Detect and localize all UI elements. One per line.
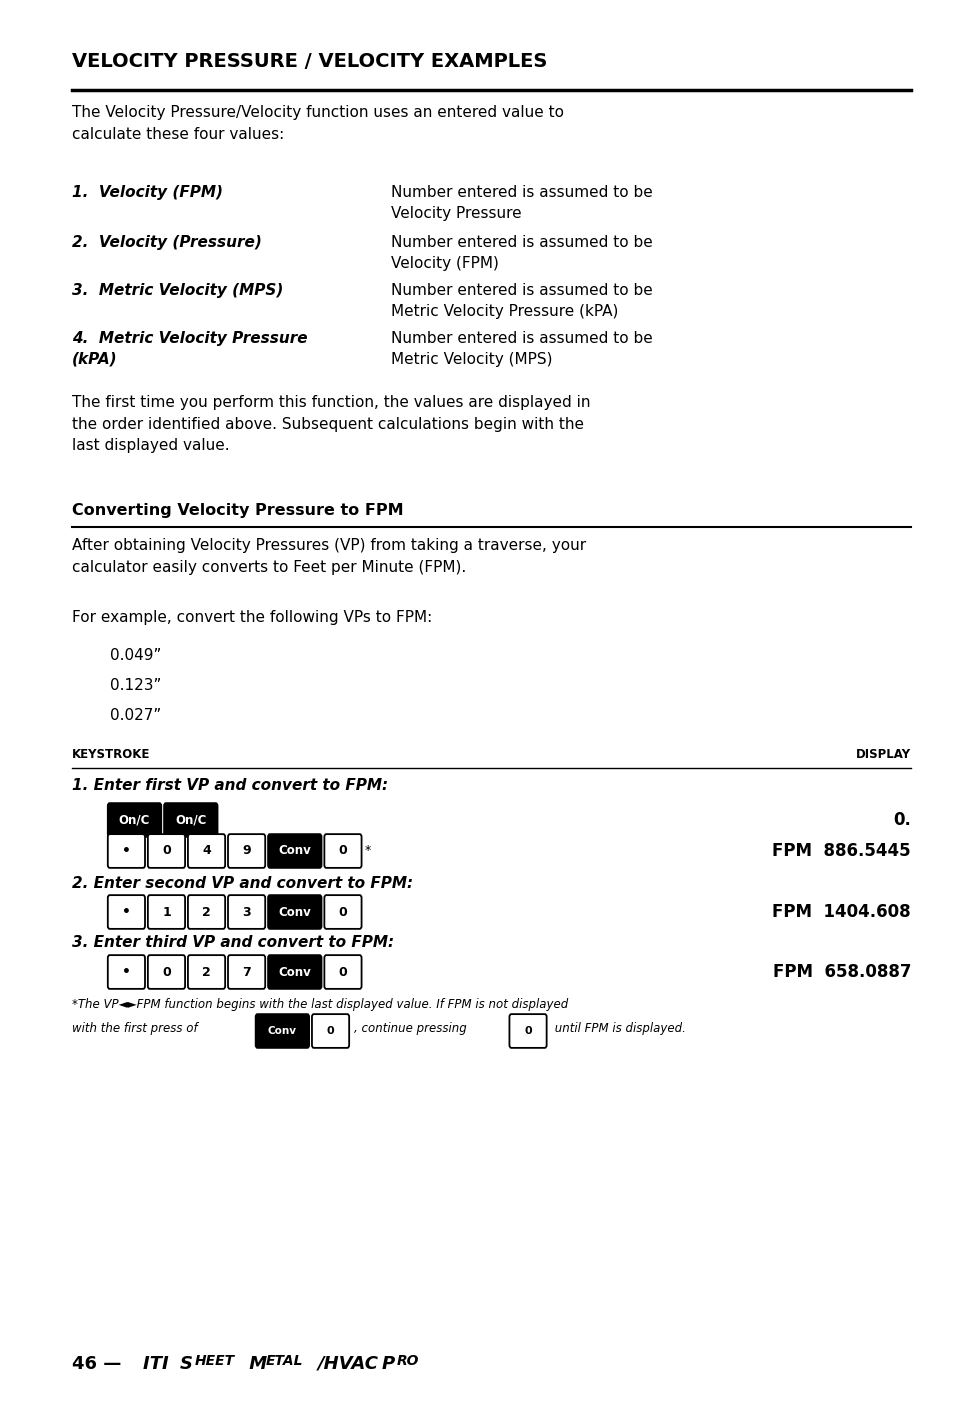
Text: RO: RO [396,1354,418,1368]
Text: •: • [122,905,131,920]
FancyBboxPatch shape [509,1014,546,1047]
Text: 7: 7 [242,966,251,979]
FancyBboxPatch shape [228,834,265,868]
Text: •: • [122,844,131,858]
FancyBboxPatch shape [148,955,185,988]
Text: 0: 0 [162,845,171,858]
Text: 0: 0 [338,905,347,918]
Text: For example, convert the following VPs to FPM:: For example, convert the following VPs t… [71,610,432,626]
Text: Number entered is assumed to be
Velocity Pressure: Number entered is assumed to be Velocity… [391,186,652,221]
Text: 1: 1 [162,905,171,918]
FancyBboxPatch shape [148,834,185,868]
Text: After obtaining Velocity Pressures (VP) from taking a traverse, your
calculator : After obtaining Velocity Pressures (VP) … [71,538,585,575]
FancyBboxPatch shape [268,834,321,868]
FancyBboxPatch shape [228,955,265,988]
Text: until FPM is displayed.: until FPM is displayed. [551,1022,685,1035]
Text: /HVAC: /HVAC [317,1355,384,1374]
Text: Conv: Conv [278,966,311,979]
Text: •: • [122,965,131,979]
Text: Number entered is assumed to be
Velocity (FPM): Number entered is assumed to be Velocity… [391,235,652,271]
Text: KEYSTROKE: KEYSTROKE [71,748,150,761]
Text: 1.  Velocity (FPM): 1. Velocity (FPM) [71,186,222,200]
Text: ITI: ITI [143,1355,175,1374]
Text: 0: 0 [338,966,347,979]
Text: 0.049”: 0.049” [110,648,161,664]
Text: 2: 2 [202,905,211,918]
Text: Converting Velocity Pressure to FPM: Converting Velocity Pressure to FPM [71,503,403,517]
FancyBboxPatch shape [255,1014,309,1047]
FancyBboxPatch shape [188,896,225,929]
FancyBboxPatch shape [164,803,217,837]
Text: Number entered is assumed to be
Metric Velocity (MPS): Number entered is assumed to be Metric V… [391,330,652,367]
Text: *The VP◄►FPM function begins with the last displayed value. If FPM is not displa: *The VP◄►FPM function begins with the la… [71,998,567,1011]
FancyBboxPatch shape [108,803,161,837]
Text: with the first press of: with the first press of [71,1022,201,1035]
Text: 0: 0 [338,845,347,858]
Text: Number entered is assumed to be
Metric Velocity Pressure (kPA): Number entered is assumed to be Metric V… [391,283,652,319]
Text: 4.  Metric Velocity Pressure
(kPA): 4. Metric Velocity Pressure (kPA) [71,330,307,367]
FancyBboxPatch shape [108,955,145,988]
Text: 3. Enter third VP and convert to FPM:: 3. Enter third VP and convert to FPM: [71,935,394,950]
FancyBboxPatch shape [268,955,321,988]
FancyBboxPatch shape [324,896,361,929]
Text: 4: 4 [202,845,211,858]
Text: Conv: Conv [278,845,311,858]
Text: P: P [381,1355,395,1374]
Text: 0: 0 [162,966,171,979]
Text: 0: 0 [327,1026,334,1036]
Text: Conv: Conv [268,1026,296,1036]
Text: 0: 0 [524,1026,531,1036]
Text: FPM  1404.608: FPM 1404.608 [772,903,910,921]
Text: The Velocity Pressure/Velocity function uses an entered value to
calculate these: The Velocity Pressure/Velocity function … [71,105,563,142]
Text: 2. Enter second VP and convert to FPM:: 2. Enter second VP and convert to FPM: [71,876,413,891]
Text: 3: 3 [242,905,251,918]
FancyBboxPatch shape [188,955,225,988]
Text: S: S [179,1355,193,1374]
Text: 9: 9 [242,845,251,858]
FancyBboxPatch shape [312,1014,349,1047]
Text: 0.027”: 0.027” [110,709,161,723]
Text: The first time you perform this function, the values are displayed in
the order : The first time you perform this function… [71,395,590,453]
Text: 2.  Velocity (Pressure): 2. Velocity (Pressure) [71,235,261,250]
Text: 0.: 0. [892,811,910,830]
Text: *: * [364,844,371,858]
Text: 3.  Metric Velocity (MPS): 3. Metric Velocity (MPS) [71,283,283,298]
FancyBboxPatch shape [108,896,145,929]
Text: 1. Enter first VP and convert to FPM:: 1. Enter first VP and convert to FPM: [71,778,387,793]
Text: FPM  658.0887: FPM 658.0887 [772,963,910,981]
Text: On/C: On/C [119,814,150,827]
Text: VELOCITY PRESSURE / VELOCITY EXAMPLES: VELOCITY PRESSURE / VELOCITY EXAMPLES [71,52,546,70]
Text: DISPLAY: DISPLAY [855,748,910,761]
FancyBboxPatch shape [108,834,145,868]
Text: On/C: On/C [175,814,206,827]
Text: 2: 2 [202,966,211,979]
Text: 46 —: 46 — [71,1355,127,1374]
Text: , continue pressing: , continue pressing [354,1022,470,1035]
Text: ETAL: ETAL [266,1354,303,1368]
FancyBboxPatch shape [148,896,185,929]
FancyBboxPatch shape [324,955,361,988]
FancyBboxPatch shape [188,834,225,868]
Text: FPM  886.5445: FPM 886.5445 [772,842,910,860]
Text: HEET: HEET [194,1354,234,1368]
Text: M: M [243,1355,267,1374]
FancyBboxPatch shape [324,834,361,868]
Text: Conv: Conv [278,905,311,918]
FancyBboxPatch shape [268,896,321,929]
FancyBboxPatch shape [228,896,265,929]
Text: 0.123”: 0.123” [110,678,161,693]
